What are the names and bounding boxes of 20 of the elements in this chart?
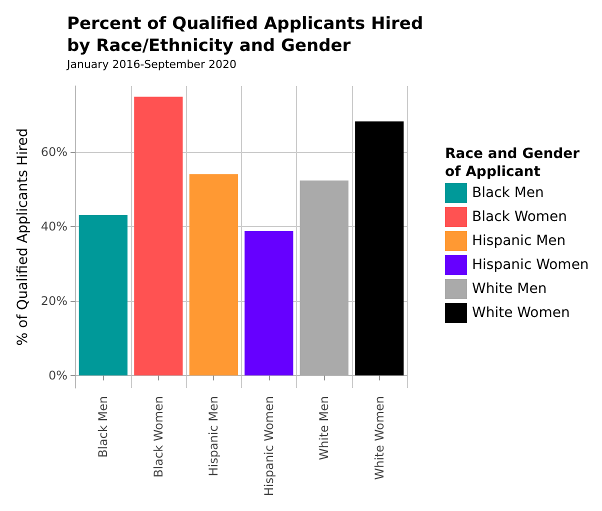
y-tick-label: 20% <box>40 294 68 308</box>
legend-title: Race and Gender of Applicant <box>445 146 580 180</box>
legend-label: Hispanic Women <box>472 257 589 273</box>
x-tick-label: Black Women <box>151 396 166 478</box>
x-tick-label: Black Men <box>96 396 110 458</box>
legend-label: White Men <box>472 281 547 297</box>
legend-label: Black Women <box>472 209 568 225</box>
legend-label: Black Men <box>472 185 544 201</box>
y-tick-label: 40% <box>40 220 68 234</box>
legend-label: Hispanic Men <box>472 233 566 249</box>
x-tick-label: Hispanic Women <box>262 396 276 496</box>
chart-title: Percent of Qualified Applicants Hired by Race/Ethnicity and Gender <box>67 14 424 56</box>
y-axis-title: % of Qualified Applicants Hired <box>15 128 31 346</box>
y-tick-label: 0% <box>48 368 68 382</box>
legend-label: White Women <box>472 305 570 321</box>
chart-subtitle: January 2016-September 2020 <box>66 58 236 71</box>
x-tick-label: White Men <box>317 396 332 460</box>
x-tick-label: White Women <box>372 396 386 480</box>
x-tick-label: Hispanic Men <box>206 396 221 476</box>
y-tick-label: 60% <box>40 145 68 160</box>
